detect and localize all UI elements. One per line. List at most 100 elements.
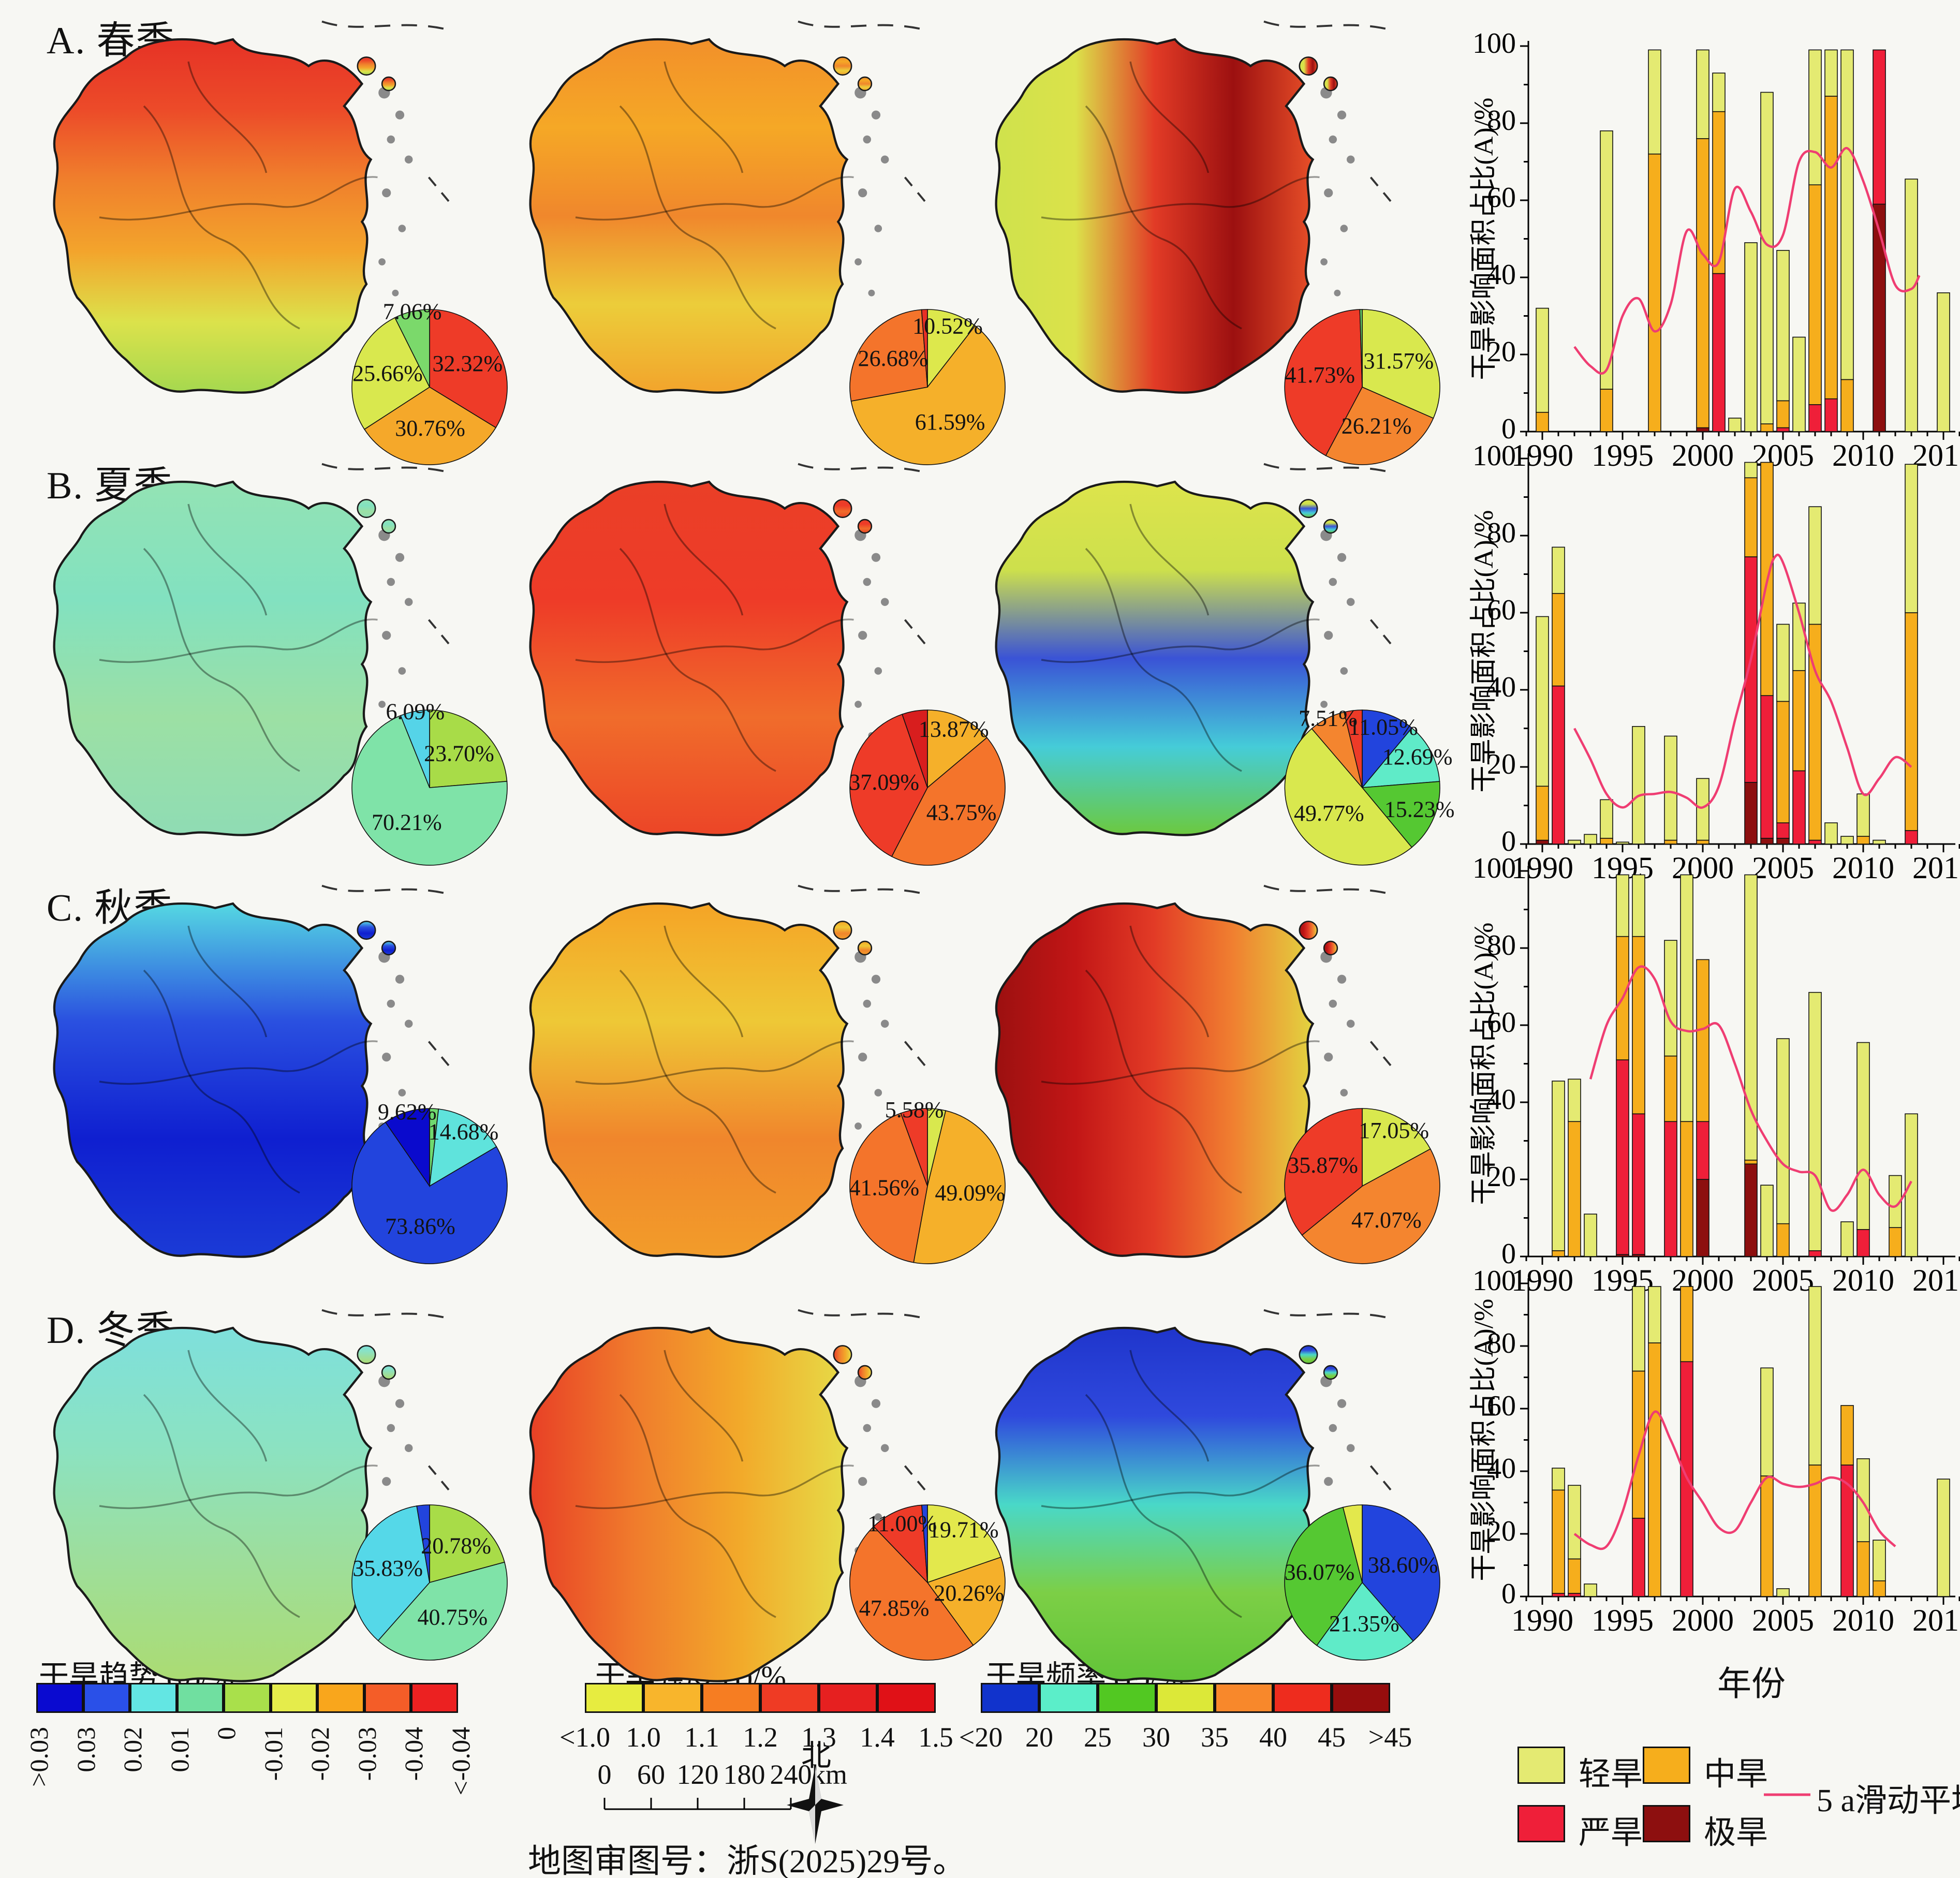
frequency-colorbar-label: 30 bbox=[1142, 1722, 1170, 1753]
y-tick: 80 bbox=[1487, 929, 1516, 962]
map-summer-frequency-svg bbox=[995, 463, 1394, 836]
winter-trend-pie-label: 35.83% bbox=[352, 1556, 423, 1581]
summer-frequency-pie-svg: 11.05% 12.69% 15.23% 49.77% 7.51% bbox=[1284, 705, 1454, 866]
trend-colorbar-label: -0.04 bbox=[399, 1727, 428, 1781]
autumn-intensity-pie: 49.09% 41.56% 5.58% bbox=[847, 1097, 1008, 1266]
spring-frequency-pie: 31.57% 26.21% 41.73% bbox=[1282, 307, 1442, 467]
moving-average-line-sample bbox=[1764, 1793, 1810, 1796]
spring-intensity-pie-label: 61.59% bbox=[915, 409, 985, 435]
frequency-colorbar-swatch-3 bbox=[1156, 1683, 1215, 1713]
map-autumn-intensity bbox=[487, 880, 932, 1283]
trend-colorbar bbox=[36, 1683, 458, 1713]
trend-colorbar-swatch-1 bbox=[83, 1683, 130, 1713]
winter-bars: 020406080100199019952000200520102015干旱影响… bbox=[1469, 1250, 1960, 1653]
x-tick: 2010 bbox=[1832, 438, 1894, 472]
y-tick: 60 bbox=[1487, 1007, 1516, 1039]
intensity-colorbar-swatch-0 bbox=[585, 1683, 643, 1713]
bar-legend-swatch-严旱 bbox=[1517, 1805, 1565, 1842]
y-tick: 100 bbox=[1472, 1265, 1516, 1297]
trend-colorbar-swatch-5 bbox=[270, 1683, 317, 1713]
frequency-colorbar-label: 35 bbox=[1201, 1722, 1229, 1753]
map-spring-intensity-svg bbox=[529, 20, 928, 394]
autumn-intensity-pie-label: 5.58% bbox=[885, 1097, 944, 1122]
x-tick: 2000 bbox=[1672, 1603, 1734, 1637]
summer-intensity-pie: 13.87% 43.75% 37.09% bbox=[847, 707, 1008, 868]
trend-colorbar-label: 0.02 bbox=[118, 1727, 147, 1772]
y-tick: 100 bbox=[1472, 852, 1516, 884]
intensity-colorbar-label: 1.2 bbox=[743, 1722, 778, 1753]
summer-frequency-pie-label: 7.51% bbox=[1299, 705, 1358, 731]
y-tick: 80 bbox=[1487, 1327, 1516, 1359]
intensity-colorbar bbox=[585, 1683, 936, 1713]
autumn-frequency-pie-label: 47.07% bbox=[1351, 1207, 1422, 1233]
map-winter-intensity bbox=[487, 1304, 932, 1708]
y-tick: 0 bbox=[1501, 825, 1516, 857]
autumn-frequency-pie-label: 35.87% bbox=[1288, 1152, 1358, 1178]
trend-colorbar-label: 0.01 bbox=[165, 1727, 194, 1772]
autumn-frequency-pie-svg: 17.05% 47.07% 35.87% bbox=[1284, 1108, 1440, 1264]
x-tick: 2000 bbox=[1672, 438, 1734, 472]
x-tick: 1990 bbox=[1511, 1263, 1573, 1297]
summer-intensity-pie-label: 37.09% bbox=[849, 770, 919, 795]
autumn-trend-pie-label: 14.68% bbox=[429, 1119, 499, 1145]
summer-trend-pie-label: 6.09% bbox=[386, 699, 445, 724]
y-tick: 0 bbox=[1501, 1578, 1516, 1610]
intensity-colorbar-swatch-3 bbox=[760, 1683, 819, 1713]
map-summer-intensity bbox=[487, 458, 932, 862]
summer-intensity-pie-label: 13.87% bbox=[919, 716, 989, 742]
x-tick: 1995 bbox=[1591, 1603, 1654, 1637]
summer-trend-pie-label: 70.21% bbox=[372, 810, 442, 835]
frequency-colorbar bbox=[981, 1683, 1390, 1713]
spring-frequency-pie-label: 41.73% bbox=[1285, 362, 1355, 388]
spring-intensity-pie-label: 26.68% bbox=[858, 346, 929, 371]
map-spring-trend-svg bbox=[53, 20, 452, 394]
winter-intensity-pie: 19.71% 20.26% 47.85% 11.00% bbox=[847, 1502, 1008, 1663]
map-summer-trend bbox=[10, 458, 455, 862]
summer-frequency-pie-label: 49.77% bbox=[1294, 801, 1364, 826]
x-tick: 1990 bbox=[1511, 851, 1573, 885]
map-winter-trend-svg bbox=[53, 1309, 452, 1682]
map-spring-trend bbox=[10, 16, 455, 419]
y-tick: 20 bbox=[1487, 748, 1516, 780]
x-tick: 2005 bbox=[1752, 1263, 1814, 1297]
frequency-colorbar-swatch-5 bbox=[1273, 1683, 1332, 1713]
summer-frequency-pie-label: 11.05% bbox=[1349, 714, 1418, 740]
x-tick: 2010 bbox=[1832, 851, 1894, 885]
y-tick: 40 bbox=[1487, 1453, 1516, 1485]
y-tick: 100 bbox=[1472, 27, 1516, 60]
intensity-colorbar-swatch-2 bbox=[702, 1683, 760, 1713]
autumn-bars-ylabel: 干旱影响面积占比(A)/% bbox=[1469, 923, 1499, 1205]
spring-trend-pie: 32.32% 30.76% 25.66% 7.06% bbox=[349, 299, 510, 467]
spring-intensity-pie-svg: 10.52% 61.59% 26.68% bbox=[849, 309, 1006, 465]
trend-colorbar-label: >0.03 bbox=[24, 1727, 53, 1787]
autumn-trend-pie-label: 9.62% bbox=[378, 1099, 437, 1125]
x-tick: 1990 bbox=[1511, 1603, 1573, 1637]
intensity-colorbar-label: 1.5 bbox=[918, 1722, 953, 1753]
bar-legend-label-严旱: 严旱 bbox=[1579, 1815, 1643, 1851]
x-tick: 2015 bbox=[1912, 438, 1960, 472]
trend-colorbar-label: -0.01 bbox=[258, 1727, 288, 1781]
x-tick: 1990 bbox=[1511, 438, 1573, 472]
trend-colorbar-swatch-0 bbox=[36, 1683, 83, 1713]
map-spring-frequency-svg bbox=[995, 20, 1394, 394]
winter-trend-pie-svg: 20.78% 40.75% 35.83% bbox=[351, 1504, 508, 1661]
autumn-trend-pie-label: 73.86% bbox=[385, 1214, 455, 1239]
spring-trend-pie-label: 25.66% bbox=[352, 361, 423, 386]
intensity-colorbar-label: 1.3 bbox=[801, 1722, 836, 1753]
winter-trend-pie-label: 40.75% bbox=[417, 1604, 488, 1630]
trend-colorbar-swatch-8 bbox=[411, 1683, 458, 1713]
winter-frequency-pie-svg: 38.60% 21.35% 36.07% bbox=[1284, 1504, 1440, 1661]
y-tick: 20 bbox=[1487, 336, 1516, 368]
y-tick: 100 bbox=[1472, 440, 1516, 472]
autumn-trend-pie: 14.68% 73.86% 9.62% bbox=[349, 1099, 510, 1266]
spring-trend-pie-svg: 32.32% 30.76% 25.66% 7.06% bbox=[351, 299, 508, 465]
x-tick: 2015 bbox=[1912, 1603, 1960, 1637]
map-autumn-frequency-svg bbox=[995, 884, 1394, 1258]
scalebar bbox=[603, 1798, 792, 1810]
winter-frequency-pie: 38.60% 21.35% 36.07% bbox=[1282, 1502, 1442, 1663]
summer-frequency-pie: 11.05% 12.69% 15.23% 49.77% 7.51% bbox=[1282, 705, 1454, 868]
map-autumn-trend bbox=[10, 880, 455, 1283]
trend-colorbar-label: -0.03 bbox=[352, 1727, 381, 1781]
map-summer-frequency bbox=[952, 458, 1397, 862]
